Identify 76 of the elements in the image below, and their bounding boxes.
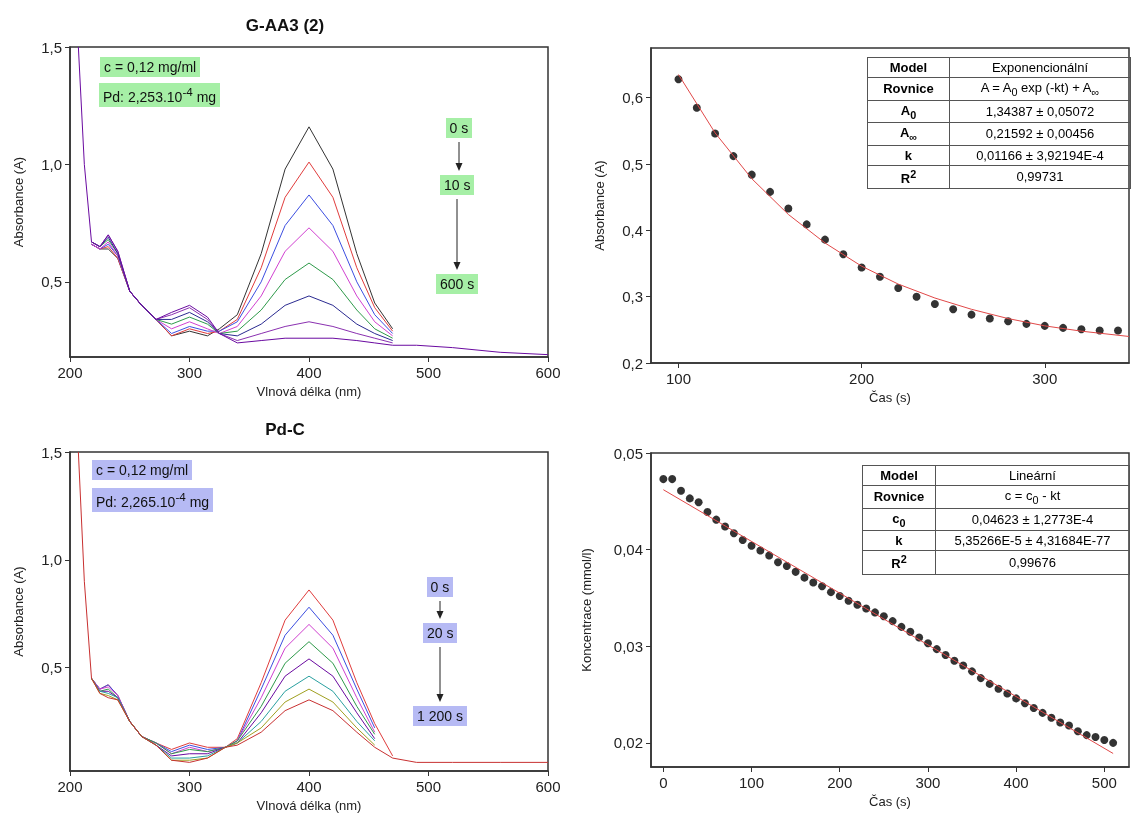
- x-tick-label: 200: [827, 774, 853, 791]
- annotation: 0,04623 ± 1,2773E-4: [935, 508, 1130, 531]
- x-tick-label: 200: [849, 370, 875, 387]
- x-tick-label: 400: [296, 778, 322, 795]
- y-tick-label: 0,5: [41, 659, 62, 677]
- y-tick-label: 0,3: [622, 288, 643, 306]
- y-tick-label: 1,5: [41, 38, 62, 56]
- y-axis-title: Absorbance (A): [11, 156, 26, 248]
- x-tick-label: 300: [176, 364, 203, 381]
- x-tick-label: 200: [57, 364, 83, 381]
- annotation: k: [867, 145, 950, 166]
- x-tick-label: 400: [1003, 774, 1029, 791]
- annotation: A$_{∞}$: [867, 122, 950, 146]
- x-tick-label: 300: [1032, 370, 1058, 387]
- annotation: A$_{0}$: [867, 100, 950, 123]
- x-tick-label: 0: [659, 774, 668, 791]
- annotation: c = c$_{0}$ - kt: [935, 485, 1130, 509]
- annotation: 10 s: [440, 175, 475, 195]
- x-axis-title: Vlnová délka (nm): [256, 384, 362, 399]
- y-tick-label: 0,4: [622, 221, 643, 239]
- annotation: Pd: 2,253.10$^{-4}$ mg: [99, 83, 221, 107]
- annotation: 20 s: [423, 623, 458, 643]
- annotation: k: [862, 530, 936, 551]
- annotation: 0 s: [445, 118, 473, 138]
- annotation: 1 200 s: [413, 706, 467, 726]
- y-axis-title: Koncentrace (mmol/l): [579, 548, 594, 672]
- x-tick-label: 100: [665, 370, 691, 387]
- y-tick-label: 0,6: [622, 89, 643, 107]
- annotation: Lineární: [935, 465, 1130, 486]
- annotation: Rovnice: [867, 77, 950, 101]
- x-tick-label: 600: [535, 778, 561, 795]
- x-axis-title: Čas (s): [869, 390, 911, 405]
- y-tick-label: 0,05: [613, 444, 643, 462]
- annotation: 0 s: [426, 577, 454, 597]
- y-tick-label: 1,0: [41, 155, 62, 173]
- annotation: Exponencionální: [949, 57, 1131, 78]
- annotation: 5,35266E-5 ± 4,31684E-77: [935, 530, 1130, 551]
- x-tick-label: 500: [415, 778, 442, 795]
- annotation: 0,99731: [949, 165, 1131, 189]
- annotation: c$_{0}$: [862, 508, 936, 531]
- y-tick-label: 0,2: [622, 354, 643, 372]
- annotation: c = 0,12 mg/ml: [100, 57, 201, 77]
- x-tick-label: 300: [176, 778, 203, 795]
- y-tick-label: 0,02: [613, 734, 643, 752]
- annotation: 1,34387 ± 0,05072: [949, 100, 1131, 123]
- x-tick-label: 200: [57, 778, 83, 795]
- x-tick-label: 500: [415, 364, 442, 381]
- x-axis-title: Vlnová délka (nm): [256, 798, 362, 813]
- annotation: Rovnice: [862, 485, 936, 509]
- y-tick-label: 0,5: [41, 273, 62, 291]
- annotation: Pd: 2,265.10$^{-4}$ mg: [92, 488, 214, 512]
- y-tick-label: 0,04: [613, 541, 643, 559]
- annotation: Model: [862, 465, 936, 486]
- x-tick-label: 100: [739, 774, 765, 791]
- x-tick-label: 300: [915, 774, 941, 791]
- y-axis-title: Absorbance (A): [592, 160, 607, 251]
- annotation: R$^{2}$: [867, 165, 950, 189]
- chart-title: Pd-C: [265, 420, 305, 439]
- x-tick-label: 600: [535, 364, 561, 381]
- x-tick-label: 400: [296, 364, 322, 381]
- annotation: 0,01166 ± 3,92194E-4: [949, 145, 1131, 166]
- y-tick-label: 0,5: [622, 155, 643, 173]
- annotation: 600 s: [436, 274, 479, 294]
- y-tick-label: 0,03: [613, 637, 643, 655]
- annotation: c = 0,12 mg/ml: [92, 460, 193, 480]
- annotation: A = A$_{0}$ exp (-kt) + A$_{∞}$: [949, 77, 1131, 101]
- annotation: Model: [867, 57, 950, 78]
- x-axis-title: Čas (s): [869, 794, 911, 809]
- y-tick-label: 1,0: [41, 551, 62, 569]
- annotation: R$^{2}$: [862, 550, 936, 575]
- annotation: 0,99676: [935, 550, 1130, 575]
- annotation: 0,21592 ± 0,00456: [949, 122, 1131, 146]
- y-axis-title: Absorbance (A): [11, 566, 26, 657]
- y-tick-label: 1,5: [41, 443, 62, 461]
- chart-title: G-AA3 (2): [245, 16, 325, 35]
- x-tick-label: 500: [1091, 774, 1117, 791]
